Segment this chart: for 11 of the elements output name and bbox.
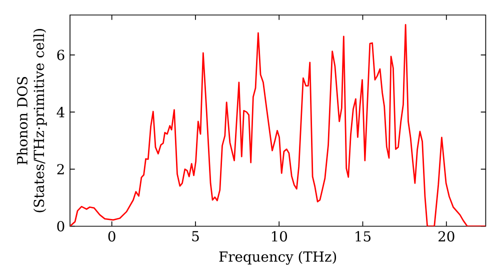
y-tick-label: 0 [57, 221, 64, 232]
y-tick-label: 4 [56, 106, 64, 118]
x-axis-title: Frequency (THz) [219, 251, 336, 265]
x-tick-label: 20 [438, 231, 454, 242]
x-tick-label: 0 [108, 231, 116, 242]
x-tick-label: 5 [192, 231, 199, 242]
x-tick-label: 10 [272, 231, 287, 242]
y-tick-label: 6 [57, 50, 64, 60]
y-tick-label: 2 [57, 164, 64, 174]
y-axis-title: Phonon DOS (States/THz·primitive cell) [16, 29, 47, 212]
x-tick-label: 15 [356, 231, 370, 242]
